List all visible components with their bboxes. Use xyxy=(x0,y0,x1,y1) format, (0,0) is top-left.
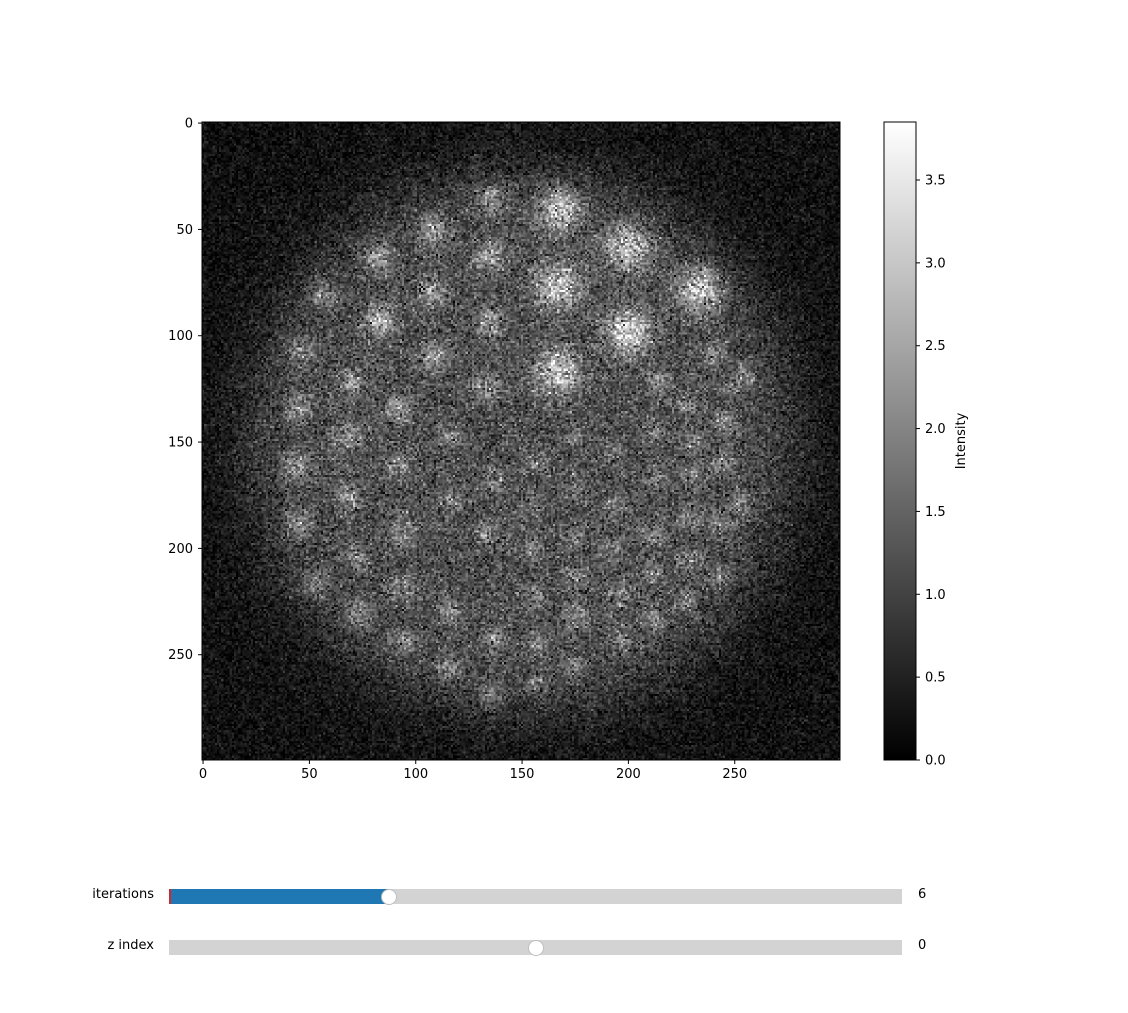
x-tick-label: 150 xyxy=(510,767,535,782)
colorbar-tick-label: 1.5 xyxy=(925,505,946,520)
y-tick-label: 250 xyxy=(168,648,193,663)
iterations-slider-value: 6 xyxy=(918,887,927,902)
colorbar-tick-label: 2.5 xyxy=(925,339,946,354)
image-axes: 0 50 100 150 200 250 0 50 100 150 200 250 xyxy=(168,117,841,782)
colorbar-tick-label: 0.0 xyxy=(925,754,946,769)
figure: 0 50 100 150 200 250 0 50 100 150 200 250 0.0 0.5 1.… xyxy=(168,117,969,782)
iterations-slider-handle[interactable] xyxy=(380,888,397,905)
colorbar-tick-label: 3.0 xyxy=(925,256,946,271)
colorbar-tick-label: 2.0 xyxy=(925,422,946,437)
y-tick-label: 150 xyxy=(168,436,193,451)
colorbar-tick-label: 1.0 xyxy=(925,588,946,603)
x-tick-label: 100 xyxy=(403,767,428,782)
intensity-image xyxy=(202,122,840,760)
colorbar-frame xyxy=(883,121,917,761)
x-axis-ticks: 0 50 100 150 200 250 xyxy=(199,760,747,782)
iterations-slider-label: iterations xyxy=(92,887,154,902)
image-frame xyxy=(201,121,841,761)
z-index-slider[interactable] xyxy=(169,939,902,956)
z-index-slider-label: z index xyxy=(107,938,154,953)
colorbar-tick-label: 3.5 xyxy=(925,174,946,189)
y-tick-label: 100 xyxy=(168,329,193,344)
y-tick-label: 0 xyxy=(185,117,193,132)
y-axis-ticks: 0 50 100 150 200 250 xyxy=(168,117,202,663)
image-plot-area xyxy=(202,122,840,760)
iterations-slider-fill xyxy=(169,889,389,904)
x-tick-label: 0 xyxy=(199,767,207,782)
iterations-slider[interactable] xyxy=(169,888,902,905)
x-tick-label: 50 xyxy=(301,767,318,782)
x-tick-label: 200 xyxy=(616,767,641,782)
z-index-slider-handle[interactable] xyxy=(527,939,544,956)
colorbar-gradient xyxy=(884,122,916,760)
iterations-slider-initial-marker xyxy=(169,889,171,904)
y-tick-label: 50 xyxy=(176,223,193,238)
z-index-slider-value: 0 xyxy=(918,938,927,953)
colorbar: 0.0 0.5 1.0 1.5 2.0 2.5 3.0 3.5 Intensity xyxy=(883,121,969,769)
colorbar-label: Intensity xyxy=(954,412,969,469)
colorbar-ticks: 0.0 0.5 1.0 1.5 2.0 2.5 3.0 3.5 xyxy=(916,174,946,769)
iterations-slider-row: iterations 6 xyxy=(0,881,1128,911)
x-tick-label: 250 xyxy=(722,767,747,782)
y-tick-label: 200 xyxy=(168,542,193,557)
colorbar-tick-label: 0.5 xyxy=(925,671,946,686)
z-index-slider-row: z index 0 xyxy=(0,932,1128,962)
